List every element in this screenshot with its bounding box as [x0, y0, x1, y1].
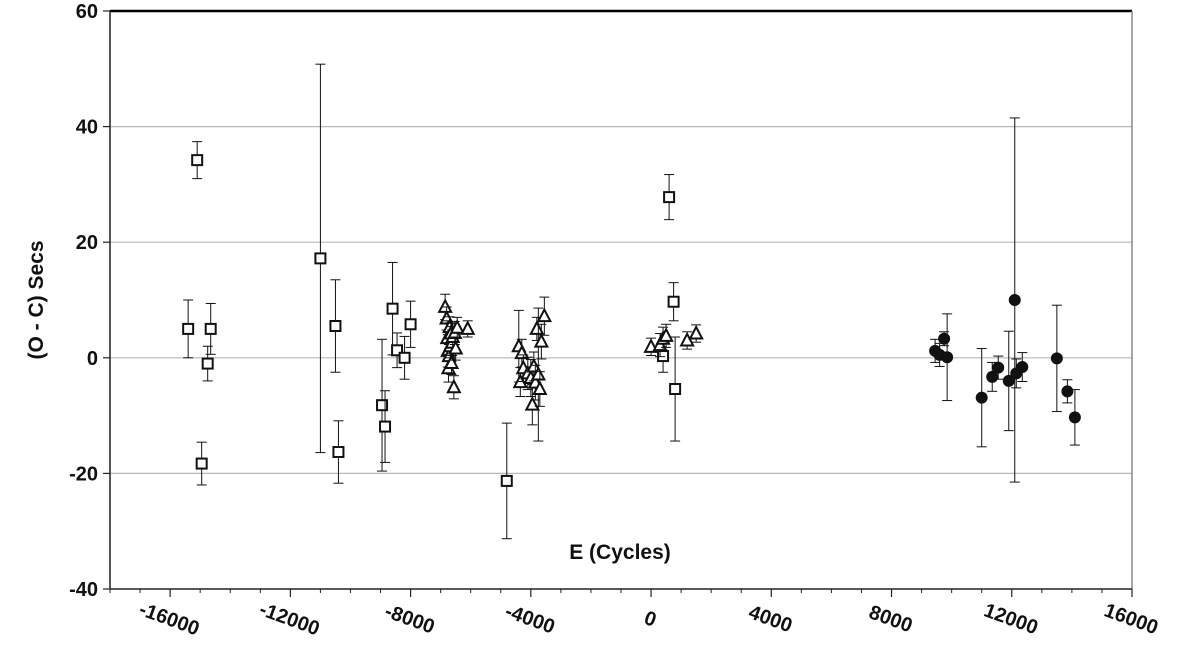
data-point-triangle: [533, 332, 549, 348]
data-point-circle: [1050, 352, 1063, 365]
data-point-circle: [1061, 385, 1074, 398]
data-point-circle: [1068, 411, 1081, 424]
data-point-triangle: [460, 320, 476, 335]
data-point-triangle: [532, 380, 548, 396]
x-axis-label: E (Cycles): [569, 541, 671, 564]
x-axis-ticks: -16000 -12000 -8000 -4000 0 4000 8000 12000 1600…: [109, 589, 1161, 640]
data-point-circle: [975, 391, 988, 404]
data-point-square: [663, 191, 676, 204]
data-point-circle: [1008, 294, 1021, 306]
y-tick-label: 60: [76, 1, 98, 23]
x-tick-label: -12000: [256, 598, 322, 640]
data-point-circle: [938, 332, 951, 345]
gridlines: [110, 125, 1132, 474]
y-tick-label: 40: [76, 117, 98, 139]
data-point-triangle: [448, 339, 464, 355]
y-tick-label: 20: [76, 232, 98, 254]
x-tick-label: 12000: [981, 600, 1041, 640]
data-point-triangle: [536, 307, 552, 323]
y-axis-ticks: -40 -20 0 20 40 60: [69, 1, 110, 601]
data-point-square: [191, 154, 204, 167]
data-point-square: [332, 446, 345, 459]
data-point-square: [386, 302, 399, 315]
data-point-circle: [992, 361, 1005, 374]
x-tick-label: 16000: [1101, 600, 1161, 640]
data-point-circle: [1002, 374, 1015, 387]
data-point-square: [391, 344, 404, 357]
y-tick-label: 0: [87, 348, 98, 370]
data-point-triangle: [446, 378, 462, 394]
data-point-triangle: [658, 327, 674, 342]
data-point-square: [500, 474, 513, 487]
data-point-square: [404, 318, 417, 331]
x-tick-label: 8000: [866, 601, 915, 637]
data-point-square: [376, 399, 389, 412]
data-point-square: [667, 295, 680, 308]
data-marks: [182, 63, 1081, 540]
data-point-square: [182, 322, 195, 335]
data-point-square: [204, 322, 217, 335]
data-point-triangle: [688, 324, 704, 340]
data-point-square: [379, 420, 392, 433]
plot-area: [110, 11, 1132, 589]
data-point-circle: [941, 351, 954, 364]
x-tick-label: -16000: [136, 598, 202, 640]
y-tick-label: -40: [69, 579, 98, 601]
x-tick-label: -8000: [382, 600, 438, 638]
data-point-triangle: [530, 365, 546, 381]
x-tick-label: -4000: [502, 600, 558, 638]
data-point-square: [398, 351, 411, 364]
data-point-square: [195, 457, 208, 470]
data-point-square: [669, 383, 682, 396]
data-point-triangle: [443, 354, 460, 370]
y-axis-label: (O - C) Secs: [25, 240, 48, 359]
data-point-square: [314, 252, 327, 265]
data-point-triangle: [679, 331, 695, 347]
x-tick-label: 4000: [746, 601, 795, 637]
data-point-triangle: [529, 320, 545, 335]
x-tick-label: 0: [641, 607, 659, 631]
data-point-triangle: [449, 319, 465, 334]
y-tick-label: -20: [69, 463, 98, 485]
data-point-triangle: [437, 298, 453, 313]
data-point-square: [201, 357, 214, 370]
data-point-square: [329, 320, 342, 333]
data-point-circle: [1016, 361, 1029, 374]
